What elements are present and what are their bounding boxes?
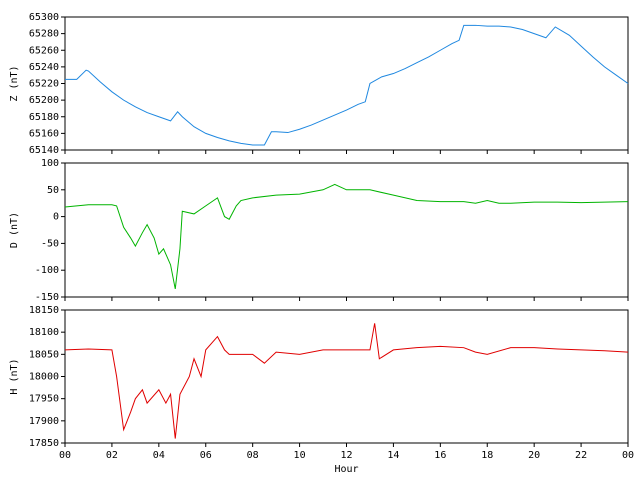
y-tick-label: 17900 xyxy=(29,416,59,427)
y-axis-label: H (nT) xyxy=(9,358,20,394)
y-axis-label: Z (nT) xyxy=(9,65,20,101)
y-tick-label: 65240 xyxy=(29,62,59,73)
y-tick-label: 65200 xyxy=(29,95,59,106)
y-tick-label: 18000 xyxy=(29,372,59,383)
y-tick-label: 65300 xyxy=(29,12,59,23)
y-tick-label: 65220 xyxy=(29,79,59,90)
x-tick-label: 22 xyxy=(575,450,587,461)
x-tick-label: 06 xyxy=(200,450,212,461)
y-tick-label: 65160 xyxy=(29,128,59,139)
y-tick-label: -150 xyxy=(35,292,59,303)
y-tick-label: 17950 xyxy=(29,394,59,405)
y-tick-label: -100 xyxy=(35,265,59,276)
x-axis-label: Hour xyxy=(334,464,358,475)
data-line xyxy=(65,24,629,146)
y-axis-label: D (nT) xyxy=(9,212,20,248)
x-tick-label: 12 xyxy=(340,450,352,461)
y-tick-label: 0 xyxy=(53,212,59,223)
x-tick-label: 16 xyxy=(434,450,446,461)
y-tick-label: 18050 xyxy=(29,349,59,360)
x-tick-label: 04 xyxy=(153,450,165,461)
x-tick-label: 02 xyxy=(106,450,118,461)
data-line xyxy=(64,183,629,290)
y-tick-label: 100 xyxy=(41,158,59,169)
x-tick-label: 00 xyxy=(622,450,634,461)
y-tick-label: 65280 xyxy=(29,29,59,40)
y-tick-label: 17850 xyxy=(29,438,59,449)
data-line xyxy=(64,323,629,439)
y-tick-label: 65140 xyxy=(29,145,59,156)
x-tick-label: 18 xyxy=(481,450,493,461)
y-tick-label: 65180 xyxy=(29,112,59,123)
y-tick-label: 50 xyxy=(47,185,59,196)
x-tick-label: 14 xyxy=(387,450,399,461)
x-tick-label: 08 xyxy=(247,450,259,461)
x-tick-label: 10 xyxy=(294,450,306,461)
x-tick-label: 00 xyxy=(59,450,71,461)
y-tick-label: 18150 xyxy=(29,305,59,316)
x-tick-label: 20 xyxy=(528,450,540,461)
y-tick-label: 18100 xyxy=(29,327,59,338)
plot-frame xyxy=(64,309,629,444)
y-tick-label: -50 xyxy=(41,238,59,249)
y-tick-label: 65260 xyxy=(29,45,59,56)
